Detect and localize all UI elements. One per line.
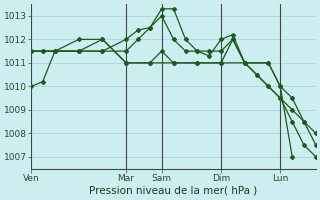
X-axis label: Pression niveau de la mer( hPa ): Pression niveau de la mer( hPa ) xyxy=(90,186,258,196)
